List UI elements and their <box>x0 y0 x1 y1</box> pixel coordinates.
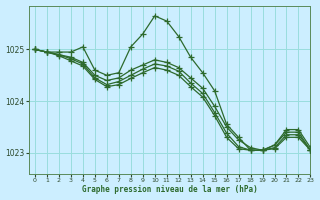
X-axis label: Graphe pression niveau de la mer (hPa): Graphe pression niveau de la mer (hPa) <box>82 185 258 194</box>
